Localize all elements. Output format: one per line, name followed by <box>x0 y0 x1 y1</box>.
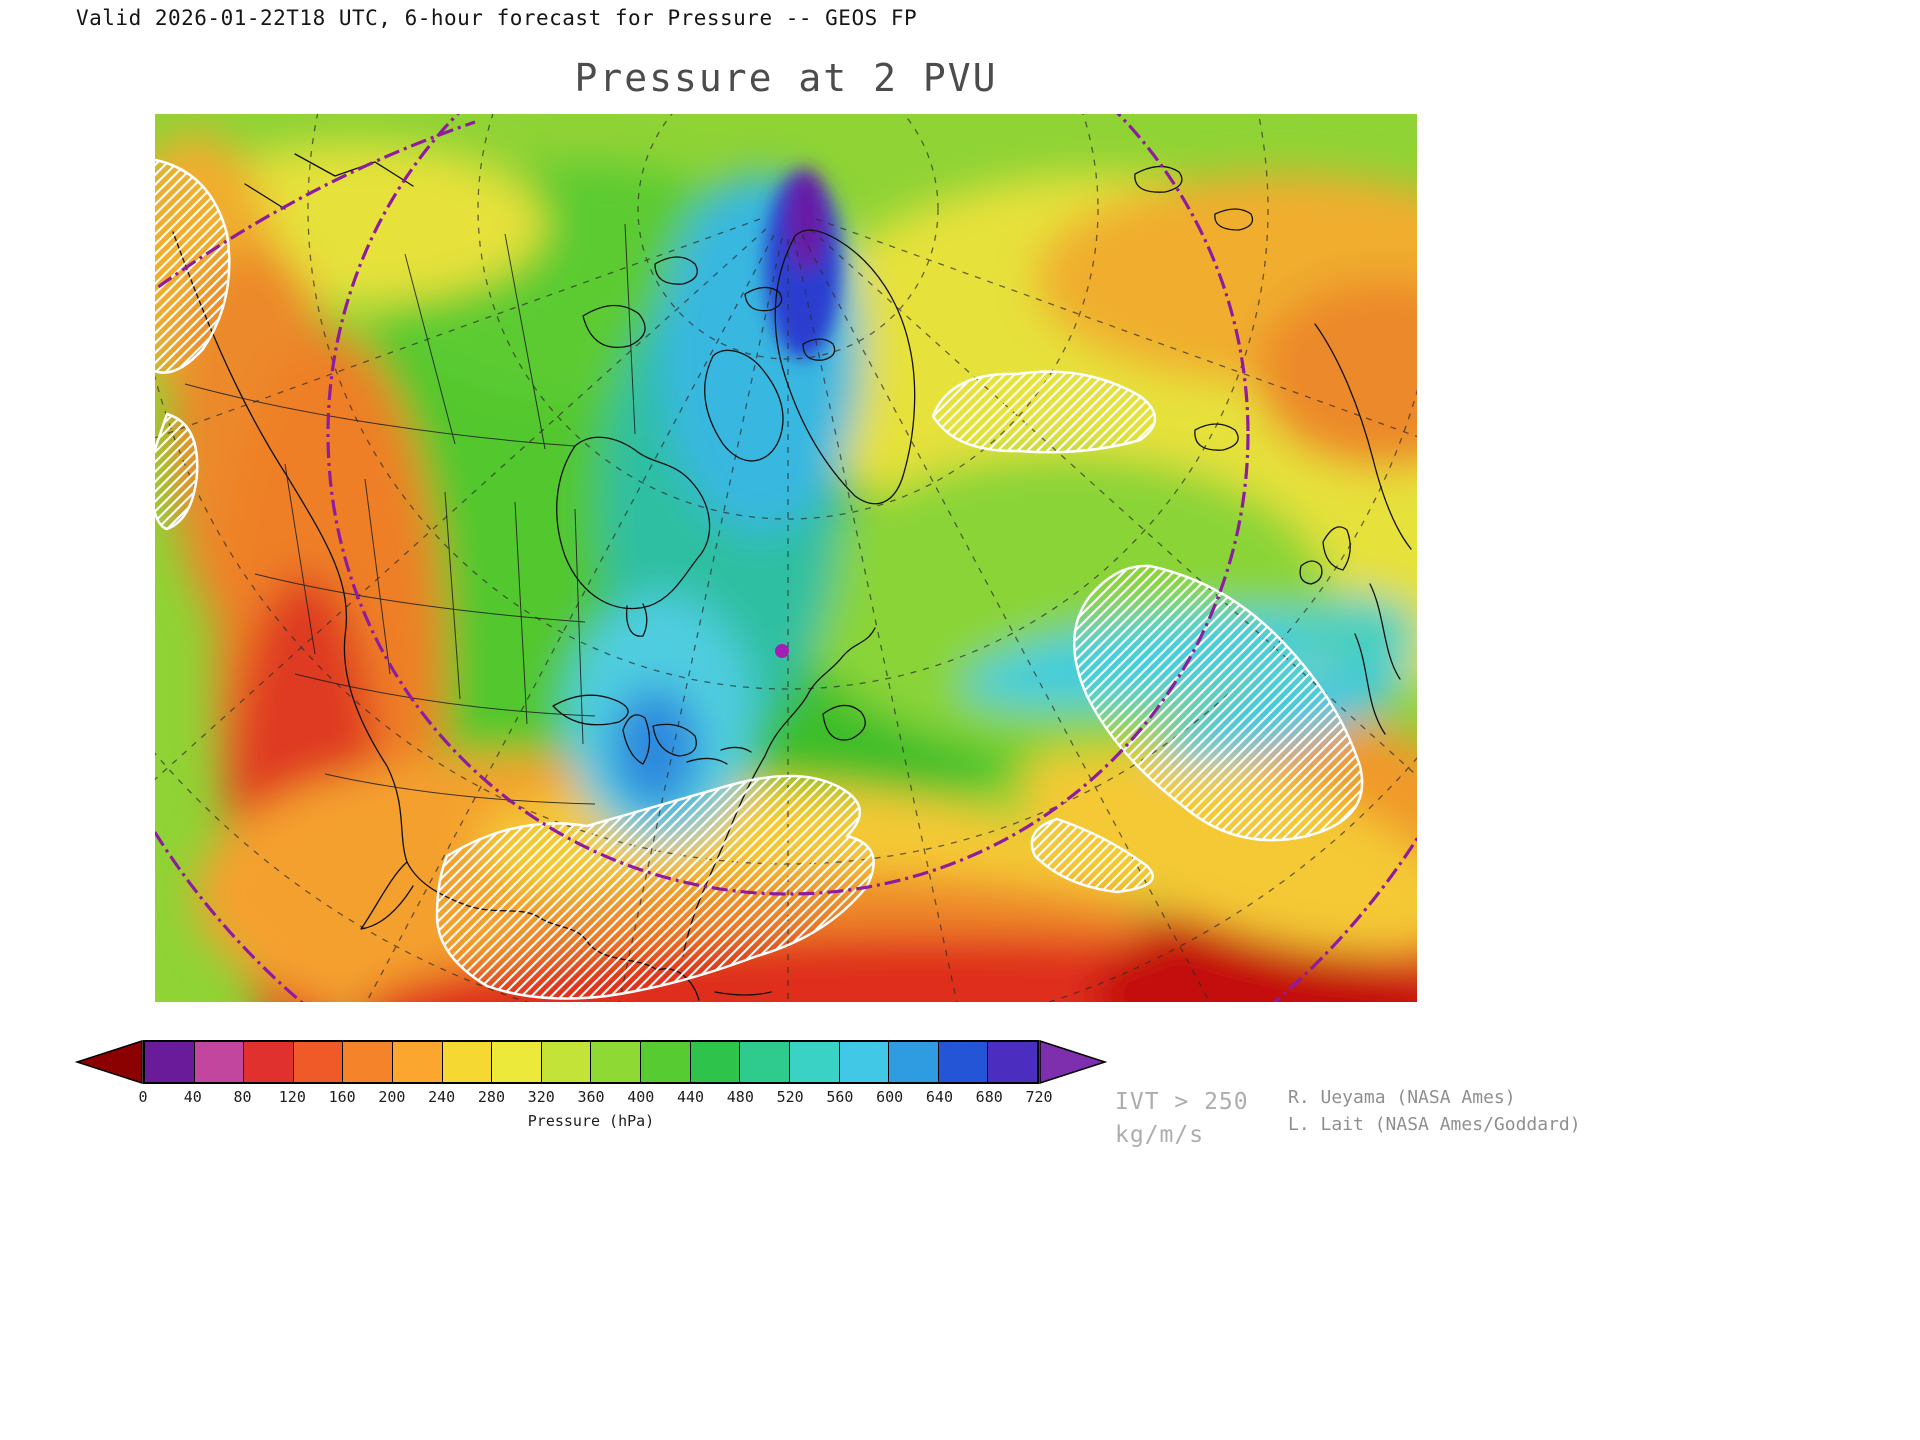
colorbar-tick-label: 680 <box>975 1088 1003 1106</box>
colorbar-tick-label: 320 <box>527 1088 555 1106</box>
colorbar-segment <box>889 1042 939 1082</box>
credits: R. Ueyama (NASA Ames) L. Lait (NASA Ames… <box>1288 1084 1581 1138</box>
colorbar-segment <box>690 1042 741 1082</box>
colorbar-arrow-left <box>75 1040 143 1084</box>
latitude-boundary-circles <box>155 114 1417 1002</box>
colorbar: 0 40 80 120 160 200 240 280 320 360 400 440 480 520 56… <box>75 1040 1107 1130</box>
colorbar-tick-label: 120 <box>278 1088 306 1106</box>
colorbar-segment <box>194 1042 245 1082</box>
forecast-valid-line: Valid 2026-01-22T18 UTC, 6-hour forecast… <box>76 6 918 30</box>
colorbar-tick-label: 280 <box>477 1088 505 1106</box>
colorbar-segment <box>938 1042 989 1082</box>
polar-low-core <box>765 168 841 359</box>
colorbar-tick-label: 600 <box>876 1088 904 1106</box>
state-borders <box>184 223 636 805</box>
colorbar-tick-label: 400 <box>627 1088 655 1106</box>
colorbar-tick-label: 40 <box>183 1088 202 1106</box>
colorbar-segment <box>988 1042 1037 1082</box>
colorbar-ticks: 0 40 80 120 160 200 240 280 320 360 400 440 480 520 56… <box>138 1088 1052 1110</box>
colorbar-segment <box>740 1042 790 1082</box>
colorbar-tick-label: 480 <box>726 1088 754 1106</box>
ivt-threshold-note: IVT > 250 kg/m/s <box>1115 1086 1249 1153</box>
colorbar-segment <box>343 1042 394 1082</box>
pressure-map <box>155 114 1417 1002</box>
ivt-hatch-regions <box>155 158 1364 1000</box>
colorbar-tick-label: 240 <box>428 1088 456 1106</box>
map-canvas <box>155 114 1417 1002</box>
colorbar-segment <box>839 1042 890 1082</box>
colorbar-tick-label: 560 <box>826 1088 854 1106</box>
credit-line1: R. Ueyama (NASA Ames) <box>1288 1087 1516 1108</box>
colorbar-segment <box>789 1042 840 1082</box>
colorbar-segment <box>244 1042 294 1082</box>
colorbar-row <box>75 1040 1107 1084</box>
colorbar-tick-label: 0 <box>138 1088 148 1106</box>
colorbar-segment <box>591 1042 642 1082</box>
colorbar-segment <box>541 1042 592 1082</box>
ivt-note-line1: IVT > 250 <box>1115 1089 1249 1115</box>
colorbar-tick-label: 440 <box>677 1088 705 1106</box>
colorbar-tick-label: 80 <box>233 1088 252 1106</box>
colorbar-segment <box>492 1042 542 1082</box>
colorbar-tick-label: 200 <box>378 1088 406 1106</box>
colorbar-label: Pressure (hPa) <box>527 1112 655 1130</box>
colorbar-tick-label: 720 <box>1025 1088 1053 1106</box>
colorbar-segment <box>442 1042 493 1082</box>
colorbar-arrow-right <box>1039 1040 1107 1084</box>
credit-line2: L. Lait (NASA Ames/Goddard) <box>1288 1114 1581 1135</box>
colorbar-segments <box>143 1040 1039 1084</box>
colorbar-tick-label: 160 <box>328 1088 356 1106</box>
location-marker <box>775 644 789 658</box>
ivt-note-line2: kg/m/s <box>1115 1122 1205 1149</box>
colorbar-segment <box>393 1042 443 1082</box>
page-title: Pressure at 2 PVU <box>574 56 998 100</box>
colorbar-tick-label: 360 <box>577 1088 605 1106</box>
colorbar-segment <box>641 1042 691 1082</box>
colorbar-tick-label: 640 <box>925 1088 953 1106</box>
colorbar-segment <box>145 1042 195 1082</box>
colorbar-segment <box>293 1042 344 1082</box>
colorbar-tick-label: 520 <box>776 1088 804 1106</box>
